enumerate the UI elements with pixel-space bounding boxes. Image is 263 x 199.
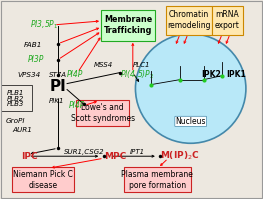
Text: Lowe's and
Scott syndromes: Lowe's and Scott syndromes: [70, 103, 135, 123]
Text: IPK2: IPK2: [201, 70, 221, 79]
FancyBboxPatch shape: [166, 6, 212, 35]
FancyBboxPatch shape: [212, 6, 243, 35]
Text: IPK1: IPK1: [226, 70, 246, 79]
Text: MPC: MPC: [104, 152, 126, 161]
FancyBboxPatch shape: [124, 167, 191, 192]
Text: IPC: IPC: [21, 152, 38, 161]
Text: PI4P: PI4P: [68, 101, 85, 110]
Text: SUR1,CSG2: SUR1,CSG2: [64, 149, 105, 155]
Text: IPT1: IPT1: [130, 149, 145, 155]
Text: MSS4: MSS4: [93, 62, 113, 68]
Text: Nucleus: Nucleus: [175, 117, 206, 126]
Text: PI3P: PI3P: [28, 55, 44, 64]
Text: PLC1: PLC1: [133, 62, 150, 68]
Text: AUR1: AUR1: [12, 127, 32, 133]
Text: PI(4,5)P$_2$: PI(4,5)P$_2$: [120, 68, 154, 81]
Text: FAB1: FAB1: [24, 42, 42, 48]
Text: PLB1: PLB1: [7, 90, 24, 96]
FancyBboxPatch shape: [12, 167, 74, 192]
Text: PIK1: PIK1: [49, 99, 64, 104]
Text: Chromatin
remodeling: Chromatin remodeling: [167, 10, 210, 30]
Text: Plasma membrane
pore formation: Plasma membrane pore formation: [121, 170, 193, 190]
Text: M(IP)$_2$C: M(IP)$_2$C: [160, 150, 200, 162]
Text: PLB2: PLB2: [7, 96, 24, 101]
FancyBboxPatch shape: [101, 10, 155, 41]
Text: PI3,5P$_1$: PI3,5P$_1$: [30, 19, 59, 31]
Text: mRNA
export: mRNA export: [215, 10, 240, 30]
Text: GroPI: GroPI: [5, 118, 25, 124]
Ellipse shape: [135, 34, 246, 143]
Text: PI: PI: [49, 79, 66, 94]
Text: PI4P: PI4P: [67, 70, 83, 79]
Text: VPS34: VPS34: [17, 72, 40, 78]
Text: PLB3: PLB3: [7, 101, 24, 107]
Text: Niemann Pick C
disease: Niemann Pick C disease: [13, 170, 73, 190]
Text: ST7A: ST7A: [49, 72, 67, 78]
Text: Membrane
Trafficking: Membrane Trafficking: [104, 15, 152, 35]
FancyBboxPatch shape: [76, 100, 129, 126]
